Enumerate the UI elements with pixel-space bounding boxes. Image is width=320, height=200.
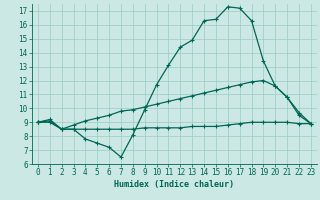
X-axis label: Humidex (Indice chaleur): Humidex (Indice chaleur) [115, 180, 234, 189]
